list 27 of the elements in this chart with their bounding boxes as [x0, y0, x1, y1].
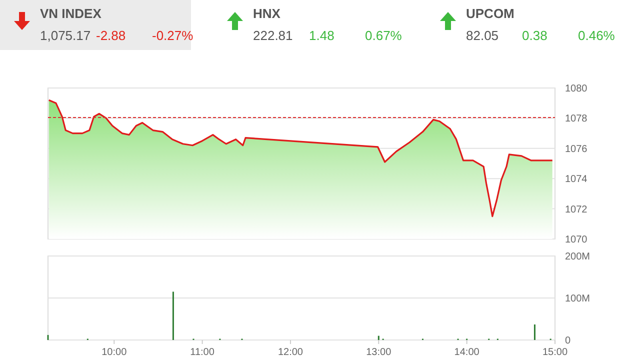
text: UPCOM: [466, 6, 514, 21]
y-tick-label: 1078: [565, 114, 588, 125]
y-tick-label: 200M: [565, 252, 590, 262]
text: 0.46%: [578, 28, 616, 43]
y-tick-label: 1072: [565, 204, 588, 216]
text: 222.81: [253, 28, 293, 43]
text: 0.38: [522, 28, 548, 43]
text: VN INDEX: [40, 6, 102, 21]
text: 1.48: [309, 28, 334, 43]
text: 1,075.17: [40, 28, 91, 43]
text: -0.27%: [152, 28, 194, 43]
y-tick-label: 100M: [565, 294, 590, 304]
x-tick-label: 14:00: [454, 347, 480, 358]
x-tick-label: 11:00: [190, 347, 215, 358]
x-tick-label: 12:00: [278, 347, 304, 358]
text: 82.05: [466, 28, 499, 43]
y-tick-label: 1074: [565, 174, 588, 186]
y-tick-label: 1070: [565, 234, 588, 246]
y-tick-label: 0: [565, 336, 571, 346]
x-tick-label: 10:00: [102, 347, 128, 358]
x-tick-label: 15:00: [542, 347, 568, 358]
text: HNX: [253, 6, 281, 21]
y-tick-label: 1076: [565, 144, 588, 155]
text: -2.88: [96, 28, 126, 43]
x-tick-label: 13:00: [366, 347, 392, 358]
y-tick-label: 1080: [565, 84, 588, 94]
text: 0.67%: [365, 28, 402, 43]
